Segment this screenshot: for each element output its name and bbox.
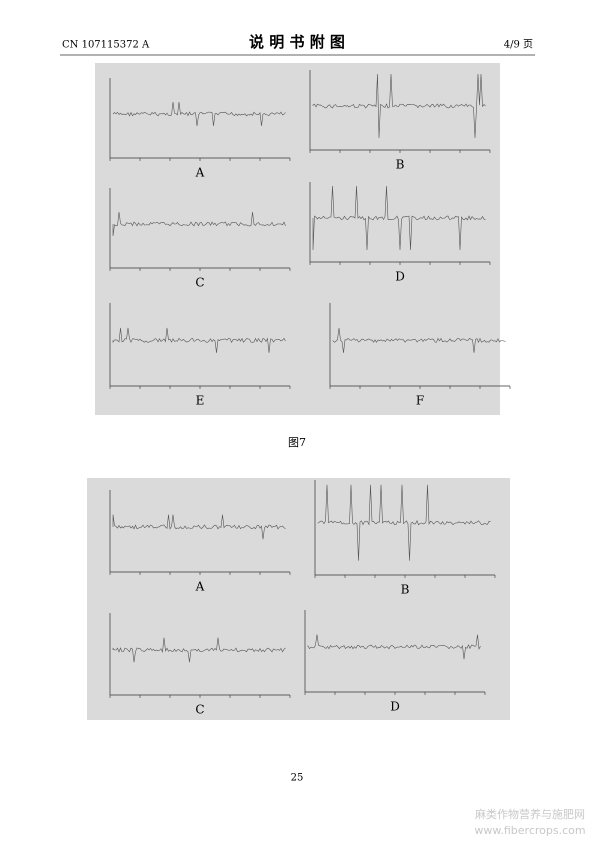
watermark-url: www.fibercrops.com — [474, 824, 585, 837]
page-of: 4/9 页 — [504, 39, 533, 51]
waveform — [112, 327, 286, 353]
doc-number: CN 107115372 A — [62, 40, 150, 51]
waveform — [112, 211, 286, 237]
panel-label: D — [390, 700, 400, 714]
panel-label: E — [196, 394, 205, 408]
watermark-text: 麻类作物营养与施肥网 — [475, 807, 585, 821]
waveform — [312, 73, 486, 139]
panel-label: B — [396, 158, 405, 172]
panel-label: A — [195, 166, 205, 180]
panel-label: A — [195, 580, 205, 594]
figure-background — [95, 63, 500, 415]
waveform — [332, 327, 506, 353]
panel-label: F — [416, 394, 424, 408]
waveform — [317, 484, 491, 561]
waveform — [112, 101, 286, 127]
panel-label: C — [195, 703, 204, 717]
page-number: 25 — [291, 773, 304, 784]
figure-background — [87, 478, 510, 720]
panel-label: D — [395, 270, 405, 284]
header-title: 说 明 书 附 图 — [249, 33, 345, 51]
panel-label: C — [195, 276, 204, 290]
waveform — [112, 637, 286, 663]
figure-caption: 图7 — [288, 436, 306, 449]
panel-label: B — [401, 583, 410, 597]
waveform — [112, 514, 286, 540]
waveform — [307, 634, 481, 660]
waveform — [312, 185, 486, 251]
